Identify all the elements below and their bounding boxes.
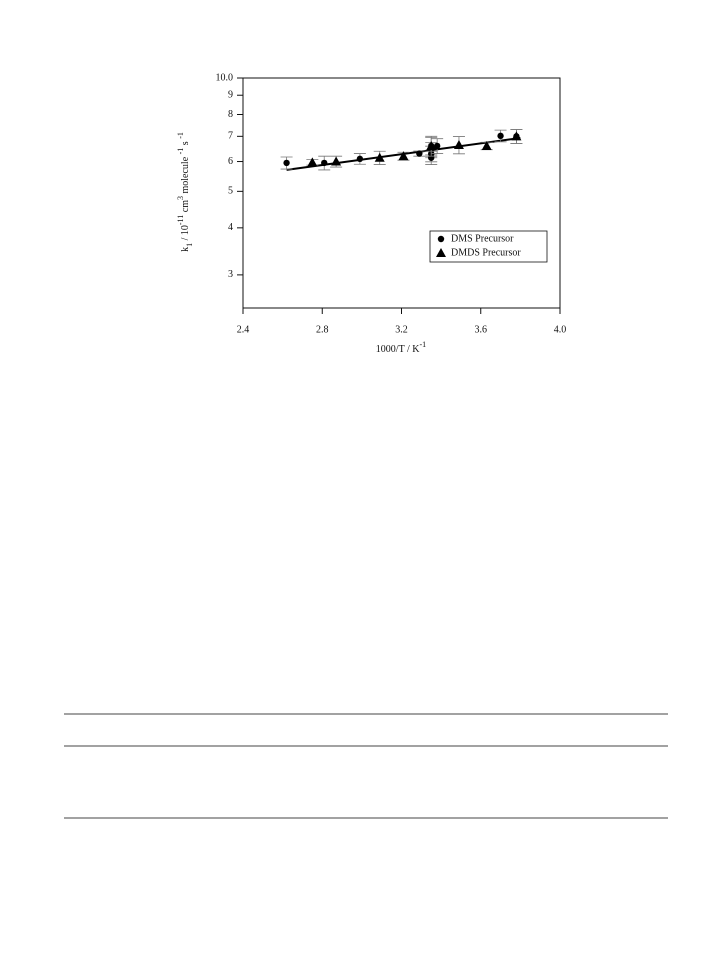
triangle-point bbox=[511, 131, 522, 141]
x-tick-label: 2.8 bbox=[316, 324, 329, 335]
x-tick-label: 4.0 bbox=[554, 324, 567, 335]
circle-point bbox=[416, 150, 423, 157]
axis-label: 1000/T / K-1 bbox=[376, 340, 426, 355]
axis-label-part: s bbox=[180, 139, 191, 148]
circle-point bbox=[437, 235, 445, 243]
x-tick-label: 2.4 bbox=[237, 324, 250, 335]
legend-label: DMS Precursor bbox=[451, 233, 514, 244]
triangle-point bbox=[307, 157, 318, 167]
triangle-point bbox=[426, 140, 437, 150]
triangle-point bbox=[453, 139, 464, 149]
triangle-point bbox=[331, 156, 342, 166]
circle-point bbox=[321, 159, 328, 167]
axis-label-part: / 10 bbox=[180, 225, 191, 243]
circle-point bbox=[283, 159, 290, 167]
axis-label-part: k bbox=[180, 247, 191, 252]
x-tick-label: 3.6 bbox=[475, 324, 488, 335]
circle-point bbox=[356, 155, 364, 163]
plot-frame bbox=[242, 77, 561, 309]
legend-box bbox=[429, 230, 548, 263]
triangle-point bbox=[436, 248, 446, 257]
triangle-point bbox=[481, 140, 492, 150]
axis-label-part: 1 bbox=[185, 243, 194, 247]
triangle-point bbox=[398, 151, 409, 161]
y-tick-label: 10.0 bbox=[216, 72, 234, 83]
x-tick-label: 3.2 bbox=[395, 324, 408, 335]
axis-label-part: -1 bbox=[176, 132, 185, 139]
axis-label-part: -1 bbox=[176, 148, 185, 155]
y-tick-label: 9 bbox=[228, 90, 233, 101]
axis-label-part: 3 bbox=[176, 196, 185, 200]
y-tick-label: 6 bbox=[228, 156, 233, 167]
axis-label-part: cm bbox=[180, 200, 191, 215]
y-tick-label: 5 bbox=[228, 186, 233, 197]
triangle-point bbox=[374, 152, 385, 162]
axis-label-part: -1 bbox=[420, 340, 427, 349]
circle-point bbox=[433, 142, 441, 150]
axis-label-part: molecule bbox=[180, 154, 191, 196]
axis-label: k1 / 10-11 cm3 molecule -1 s -1 bbox=[176, 132, 194, 252]
y-tick-label: 8 bbox=[228, 109, 233, 120]
y-tick-label: 3 bbox=[228, 269, 233, 280]
y-tick-label: 7 bbox=[228, 131, 233, 142]
y-tick-label: 4 bbox=[228, 222, 233, 233]
axis-label-part: -11 bbox=[176, 215, 185, 225]
circle-point bbox=[497, 132, 504, 140]
axis-label-part: 1000/T / K bbox=[376, 344, 420, 355]
legend-label: DMDS Precursor bbox=[451, 247, 521, 258]
